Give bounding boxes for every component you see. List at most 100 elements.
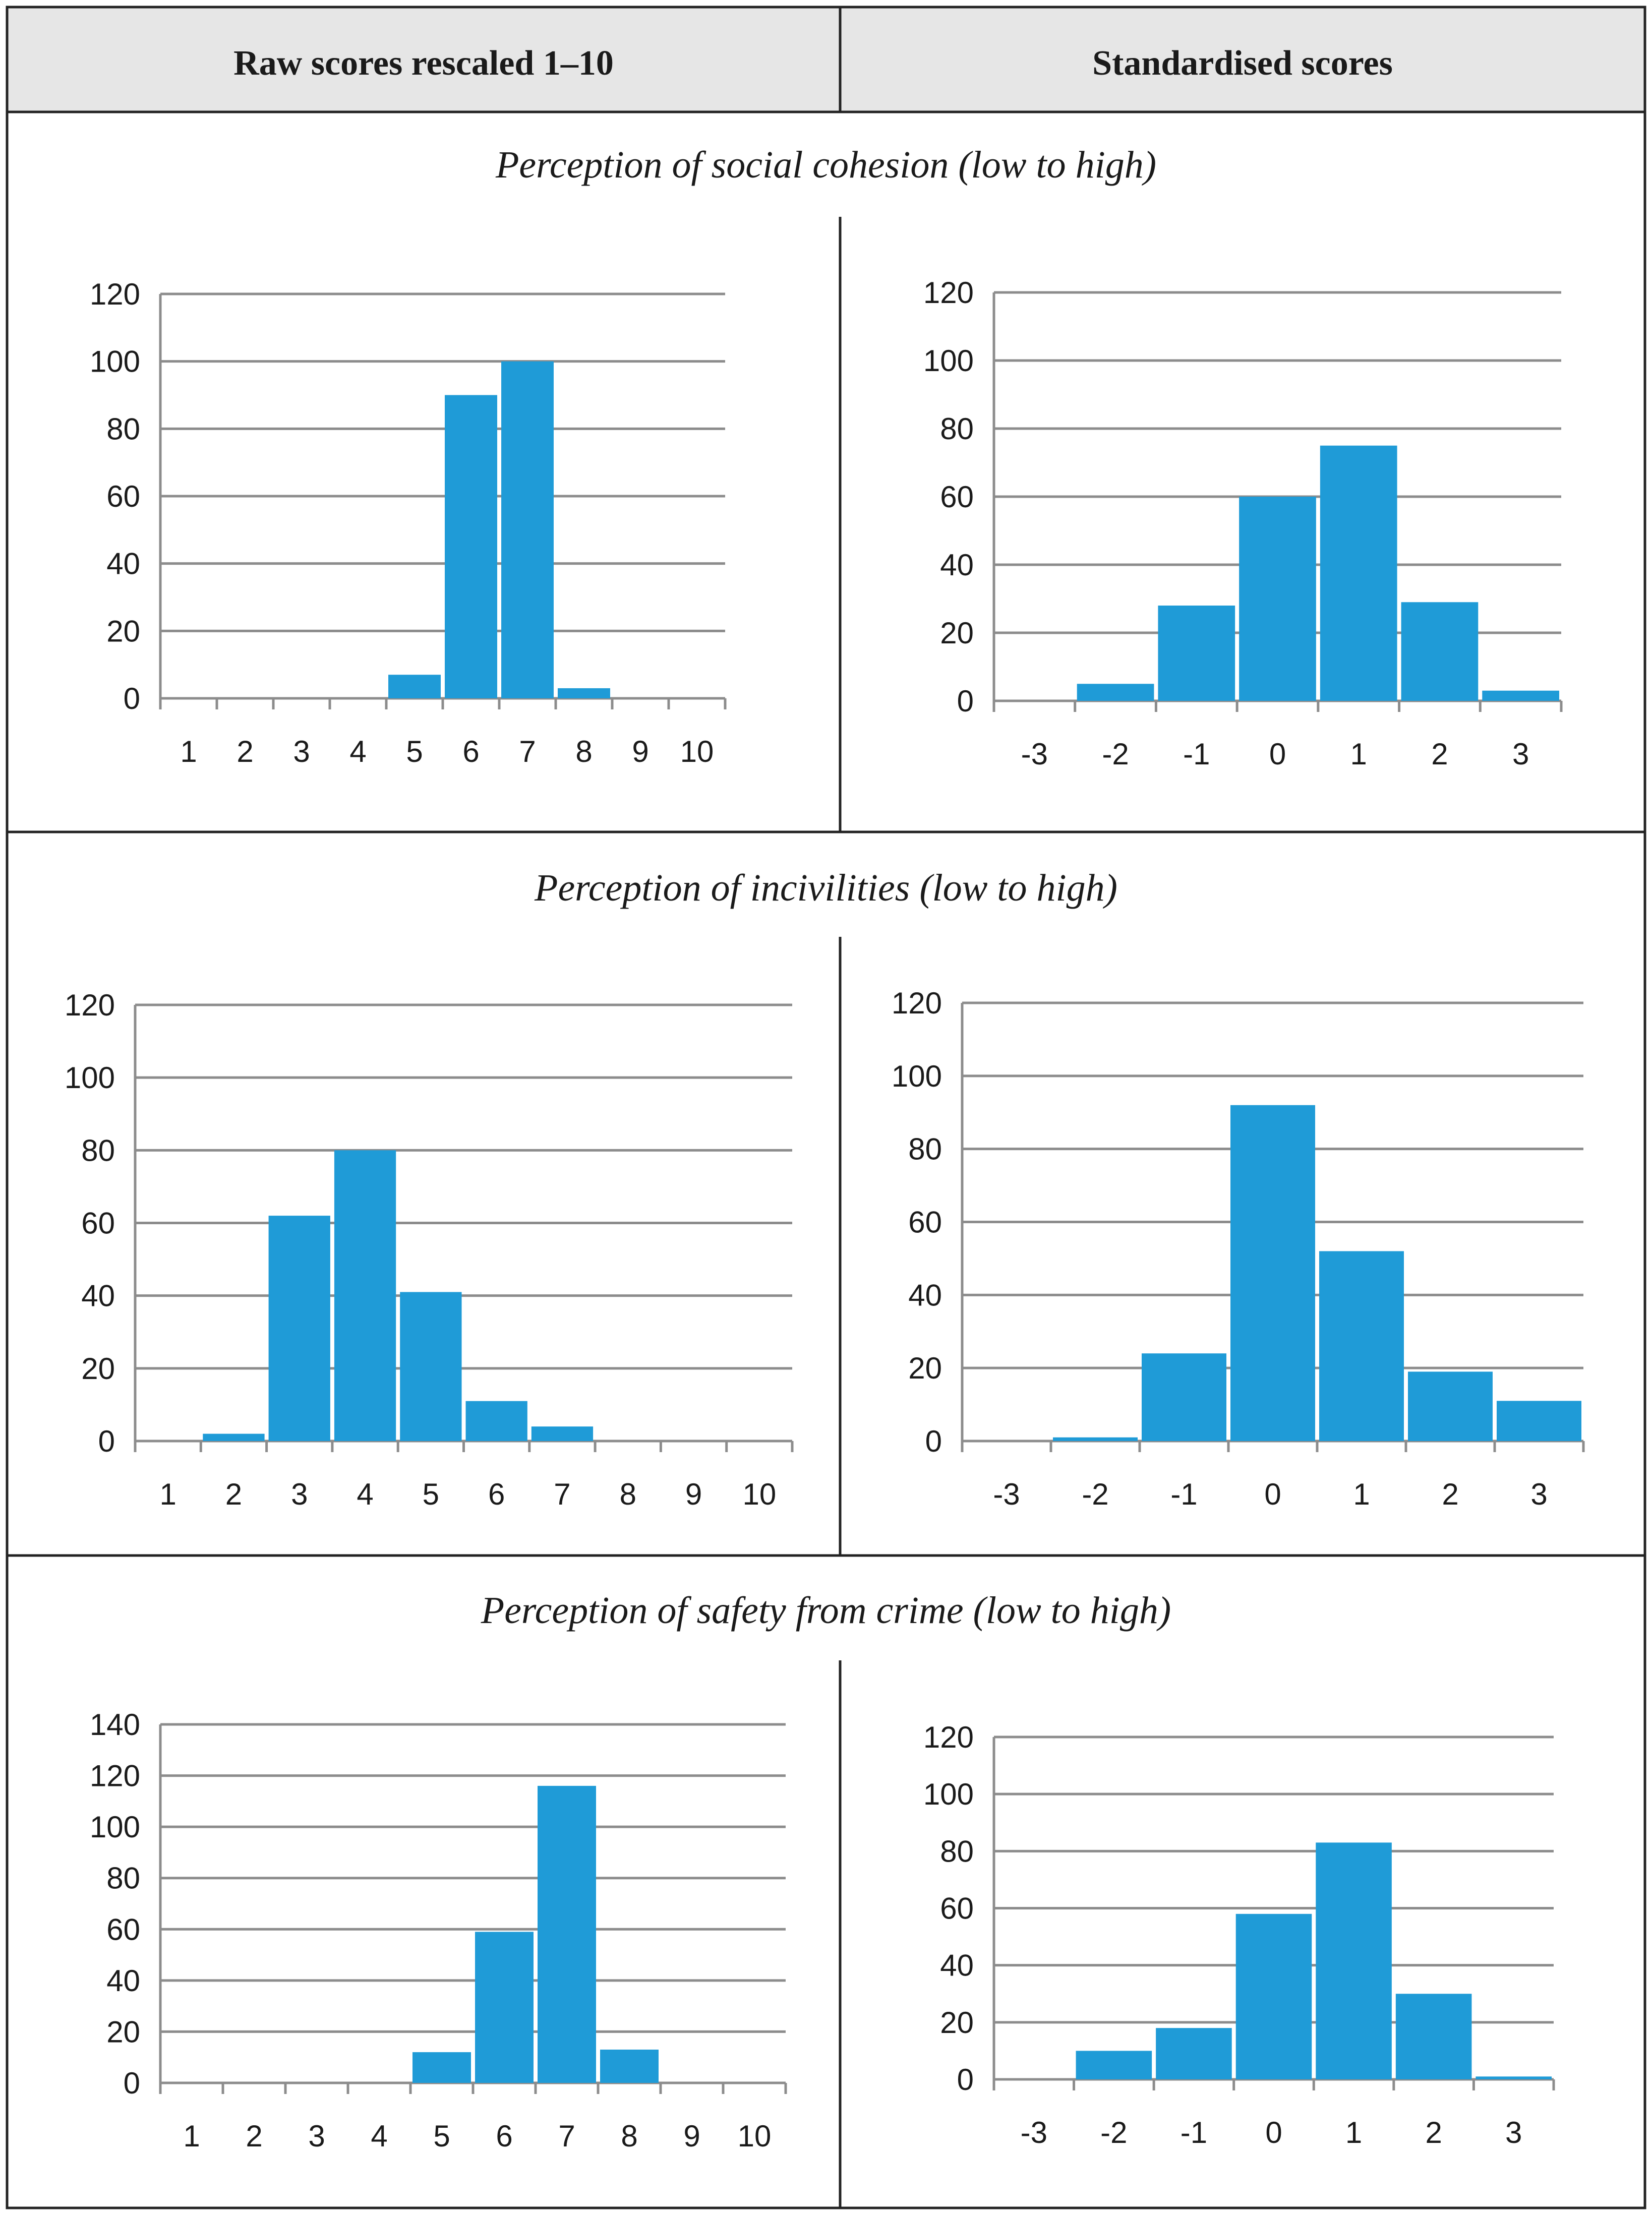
bar xyxy=(465,1401,527,1441)
y-tick-label: 40 xyxy=(106,1964,140,1998)
x-tick-label: 4 xyxy=(371,2119,387,2153)
bar xyxy=(388,675,441,698)
x-tick-label: 7 xyxy=(519,735,536,768)
x-tick-label: 10 xyxy=(738,2119,772,2153)
x-tick-label: 4 xyxy=(349,735,366,768)
y-tick-label: 60 xyxy=(106,480,140,513)
x-tick-label: 9 xyxy=(632,735,648,768)
bar xyxy=(1476,2076,1552,2079)
y-tick-label: 0 xyxy=(124,682,140,715)
x-tick-label: 5 xyxy=(406,735,423,768)
x-tick-label: 2 xyxy=(1431,737,1448,771)
y-tick-label: 100 xyxy=(923,344,974,378)
x-tick-label: 5 xyxy=(423,1477,439,1511)
y-tick-label: 100 xyxy=(892,1059,942,1093)
x-tick-label: 8 xyxy=(621,2119,637,2153)
x-tick-label: -3 xyxy=(1021,2116,1047,2149)
y-tick-label: 120 xyxy=(65,988,115,1022)
bar xyxy=(1142,1353,1226,1441)
x-tick-label: 3 xyxy=(308,2119,325,2153)
y-tick-label: 20 xyxy=(106,614,140,648)
x-tick-label: -1 xyxy=(1181,2116,1207,2149)
y-tick-label: 20 xyxy=(940,616,974,650)
x-tick-label: 3 xyxy=(1530,1477,1547,1511)
bar xyxy=(1230,1105,1315,1441)
x-tick-label: 3 xyxy=(291,1477,308,1511)
y-tick-label: 60 xyxy=(106,1912,140,1946)
bar xyxy=(1156,2028,1232,2079)
y-tick-label: 0 xyxy=(957,684,974,718)
bar xyxy=(1158,606,1235,701)
bar xyxy=(1408,1371,1493,1441)
y-tick-label: 120 xyxy=(90,1759,140,1793)
bar xyxy=(1401,602,1479,701)
x-tick-label: 9 xyxy=(685,1477,702,1511)
section-title-incivilities: Perception of incivilities (low to high) xyxy=(534,867,1117,909)
x-tick-label: 8 xyxy=(575,735,592,768)
y-tick-label: 60 xyxy=(940,480,974,514)
y-tick-label: 80 xyxy=(106,412,140,446)
bar xyxy=(600,2049,659,2083)
bar xyxy=(1077,684,1154,701)
chart-safety-raw: 0 20 40 60 80 100 120 140 1 2 3 4 5 6 7 8 9 10 xyxy=(90,1708,787,2153)
x-tick-label: 5 xyxy=(433,2119,450,2153)
section-title-social-cohesion: Perception of social cohesion (low to hi… xyxy=(495,144,1156,186)
x-tick-label: -2 xyxy=(1102,737,1129,771)
x-tick-label: 10 xyxy=(742,1477,776,1511)
bar xyxy=(400,1292,462,1441)
chart-incivilities-standardised: 0 20 40 60 80 100 120 -3 -2 -1 0 1 2 3 xyxy=(892,986,1585,1511)
y-tick-label: 80 xyxy=(106,1862,140,1895)
bar xyxy=(1076,2051,1152,2079)
bar xyxy=(203,1433,265,1441)
y-tick-label: 0 xyxy=(124,2066,140,2100)
y-tick-label: 0 xyxy=(957,2063,974,2097)
y-tick-label: 0 xyxy=(925,1424,942,1458)
section-title-safety: Perception of safety from crime (low to … xyxy=(481,1589,1171,1632)
bar xyxy=(1053,1437,1138,1441)
x-tick-label: 6 xyxy=(462,735,479,768)
x-tick-label: 4 xyxy=(357,1477,373,1511)
y-tick-label: 20 xyxy=(81,1352,115,1386)
table-borders xyxy=(6,6,1646,2209)
x-tick-label: -1 xyxy=(1183,737,1210,771)
y-tick-label: 140 xyxy=(90,1708,140,1742)
chart-social-cohesion-raw: 0 20 40 60 80 100 120 1 2 3 4 5 6 7 8 9 10 xyxy=(90,277,727,768)
chart-social-cohesion-standardised: 0 20 40 60 80 100 120 -3 -2 -1 0 1 2 3 xyxy=(923,276,1563,771)
header-background xyxy=(7,7,1645,112)
x-tick-label: 3 xyxy=(1505,2116,1522,2149)
y-tick-label: 60 xyxy=(940,1892,974,1926)
bar xyxy=(1316,1842,1392,2079)
y-tick-label: 80 xyxy=(908,1132,942,1166)
bar xyxy=(1319,1251,1404,1441)
x-tick-label: 1 xyxy=(183,2119,200,2153)
y-tick-label: 100 xyxy=(90,345,140,379)
bar xyxy=(538,1785,596,2083)
bar xyxy=(268,1216,330,1441)
y-tick-label: 0 xyxy=(98,1424,115,1458)
x-tick-label: 8 xyxy=(620,1477,636,1511)
y-tick-label: 40 xyxy=(81,1279,115,1313)
bar xyxy=(1395,1994,1472,2079)
y-tick-label: 120 xyxy=(923,276,974,310)
x-tick-label: 2 xyxy=(1442,1477,1458,1511)
y-tick-label: 80 xyxy=(81,1133,115,1167)
y-tick-label: 40 xyxy=(908,1278,942,1312)
y-tick-label: 100 xyxy=(65,1061,115,1095)
x-tick-label: 9 xyxy=(683,2119,700,2153)
y-tick-label: 40 xyxy=(106,547,140,581)
x-tick-label: 3 xyxy=(293,735,310,768)
x-tick-label: 6 xyxy=(488,1477,505,1511)
bar xyxy=(1497,1401,1581,1441)
x-tick-label: 3 xyxy=(1512,737,1529,771)
chart-incivilities-raw: 0 20 40 60 80 100 120 1 2 3 4 5 6 7 8 9 10 xyxy=(65,988,794,1511)
column-header-standardised: Standardised scores xyxy=(1092,44,1393,83)
x-tick-label: -2 xyxy=(1082,1477,1108,1511)
x-tick-label: 2 xyxy=(1425,2116,1442,2149)
y-tick-label: 120 xyxy=(892,986,942,1020)
y-tick-label: 100 xyxy=(923,1777,974,1811)
x-tick-label: 0 xyxy=(1265,2116,1282,2149)
bar xyxy=(334,1150,396,1441)
y-tick-label: 20 xyxy=(908,1351,942,1385)
bar xyxy=(1235,1913,1312,2079)
